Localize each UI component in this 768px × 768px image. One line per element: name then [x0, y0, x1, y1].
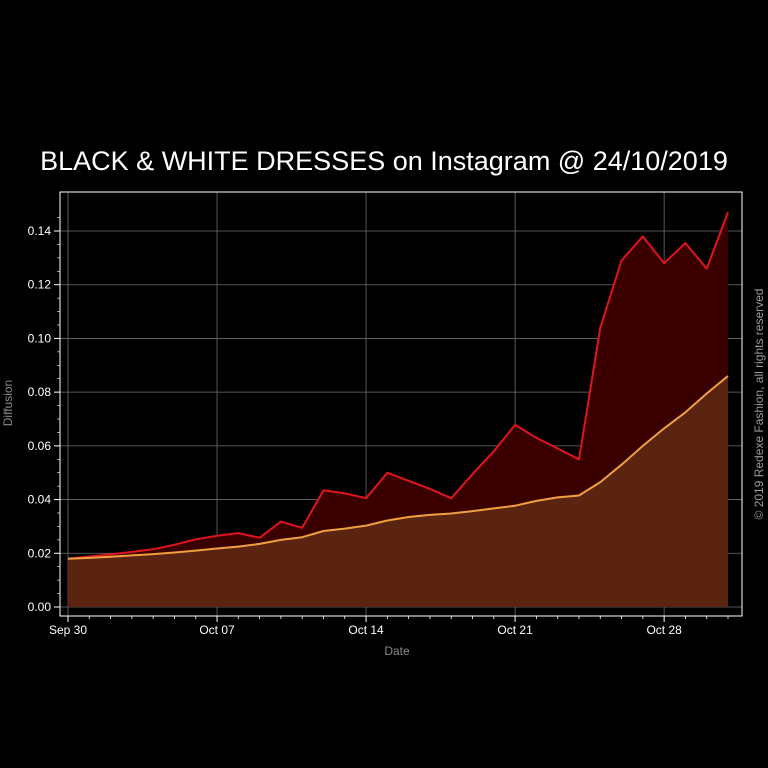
y-tick-label: 0.02: [28, 546, 52, 560]
y-axis-label: Diffusion: [1, 380, 15, 426]
x-tick-label: Oct 07: [199, 623, 235, 637]
plot-frame: [59, 191, 743, 617]
y-tick-label: 0.08: [28, 385, 52, 399]
series-areas: [68, 212, 728, 607]
series-line-2: [67, 375, 729, 560]
y-tick-label: 0.12: [28, 278, 52, 292]
y-axis-ticks: 0.00 0.02 0.04 0.06 0.08 0.10 0.12 0.14: [28, 217, 60, 614]
chart-title: BLACK & WHITE DRESSES on Instagram @ 24/…: [40, 146, 728, 176]
y-tick-label: 0.04: [28, 493, 52, 507]
x-axis-ticks: Sep 30 Oct 07 Oct 14 Oct 21 Oct 28: [49, 616, 729, 637]
y-tick-label: 0.10: [28, 331, 52, 345]
x-tick-label: Oct 21: [497, 623, 533, 637]
series-lines: [67, 211, 729, 560]
copyright-notice: © 2019 Redexe Fashion, all rights reserv…: [752, 288, 766, 520]
x-tick-label: Oct 14: [348, 623, 384, 637]
y-tick-label: 0.14: [28, 224, 52, 238]
x-tick-label: Oct 28: [646, 623, 682, 637]
x-tick-label: Sep 30: [49, 623, 87, 637]
x-axis-label: Date: [384, 644, 410, 658]
series-area-2: [68, 376, 728, 607]
series-line-1: [67, 211, 729, 560]
y-tick-label: 0.06: [28, 439, 52, 453]
y-tick-label: 0.00: [28, 600, 52, 614]
